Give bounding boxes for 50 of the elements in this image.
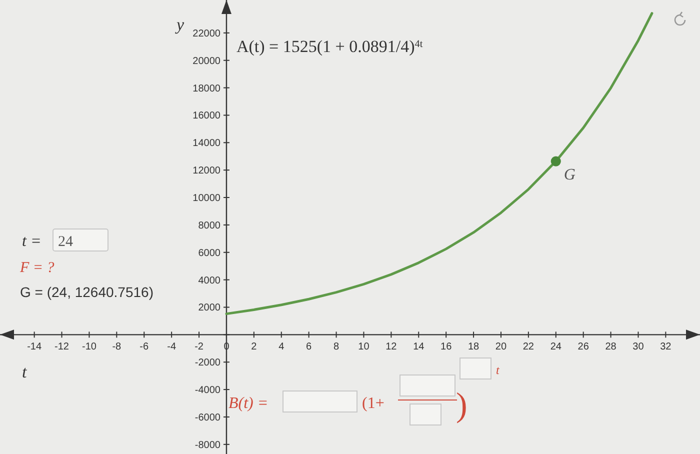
x-tick-label: 16 (440, 342, 452, 353)
x-tick-label: 2 (251, 342, 258, 353)
x-tick-label: 26 (578, 342, 590, 353)
y-tick-label: 14000 (192, 138, 221, 150)
y-tick-label: 22000 (192, 28, 221, 40)
x-tick-label: 8 (333, 342, 340, 353)
y-tick-label: 18000 (192, 83, 221, 94)
x-tick-label: 32 (660, 342, 672, 353)
y-tick-label: -2000 (194, 358, 221, 369)
y-tick-label: 4000 (198, 275, 221, 286)
y-tick-label: 6000 (198, 248, 221, 259)
x-tick-label: -6 (140, 342, 149, 353)
x-tick-label: 6 (306, 342, 312, 353)
y-tick-label: -4000 (194, 385, 221, 396)
x-tick-label: 22 (522, 342, 534, 353)
annotation: F = ? (19, 260, 55, 276)
annotation: t = 24 (22, 233, 74, 250)
annotation: (1+ (362, 395, 384, 412)
x-tick-label: -14 (27, 342, 42, 353)
line-series (225, 12, 654, 316)
y-axis-title: y (174, 15, 184, 34)
x-tick-label: 18 (468, 342, 480, 353)
x-tick-label: 4 (278, 342, 285, 353)
x-tick-label: 20 (495, 342, 507, 353)
y-tick-label: 20000 (192, 56, 221, 67)
y-tick-label: 2000 (198, 302, 221, 314)
x-tick-label: -2 (194, 342, 204, 353)
x-tick-label: 28 (605, 342, 617, 353)
x-tick-label: -4 (167, 342, 176, 353)
y-tick-label: 10000 (192, 193, 221, 204)
y-tick-label: 12000 (192, 166, 221, 177)
x-tick-label: 24 (550, 342, 562, 353)
x-tick-label: -10 (82, 342, 97, 353)
x-tick-label: 30 (632, 342, 644, 353)
annotation: B(t) = (228, 395, 268, 412)
annotation: t (496, 363, 500, 377)
annotation: G = (24, 12640.7516) (20, 284, 154, 300)
y-tick-label: 16000 (192, 110, 221, 122)
annotation: ) (456, 387, 468, 424)
annotation: A(t) = 1525(1 + 0.0891/4)$^{4t}$ (236, 37, 423, 56)
series-label: G (564, 166, 576, 184)
x-tick-label: 12 (386, 342, 398, 353)
x-axis-title: t (22, 362, 28, 382)
y-tick-label: -6000 (194, 412, 221, 424)
x-tick-label: 14 (413, 342, 425, 353)
y-tick-label: -8000 (194, 440, 221, 451)
x-tick-label: 10 (358, 342, 370, 353)
x-tick-label: -8 (112, 342, 122, 353)
y-tick-label: 8000 (198, 220, 221, 232)
x-tick-label: -12 (54, 342, 70, 353)
